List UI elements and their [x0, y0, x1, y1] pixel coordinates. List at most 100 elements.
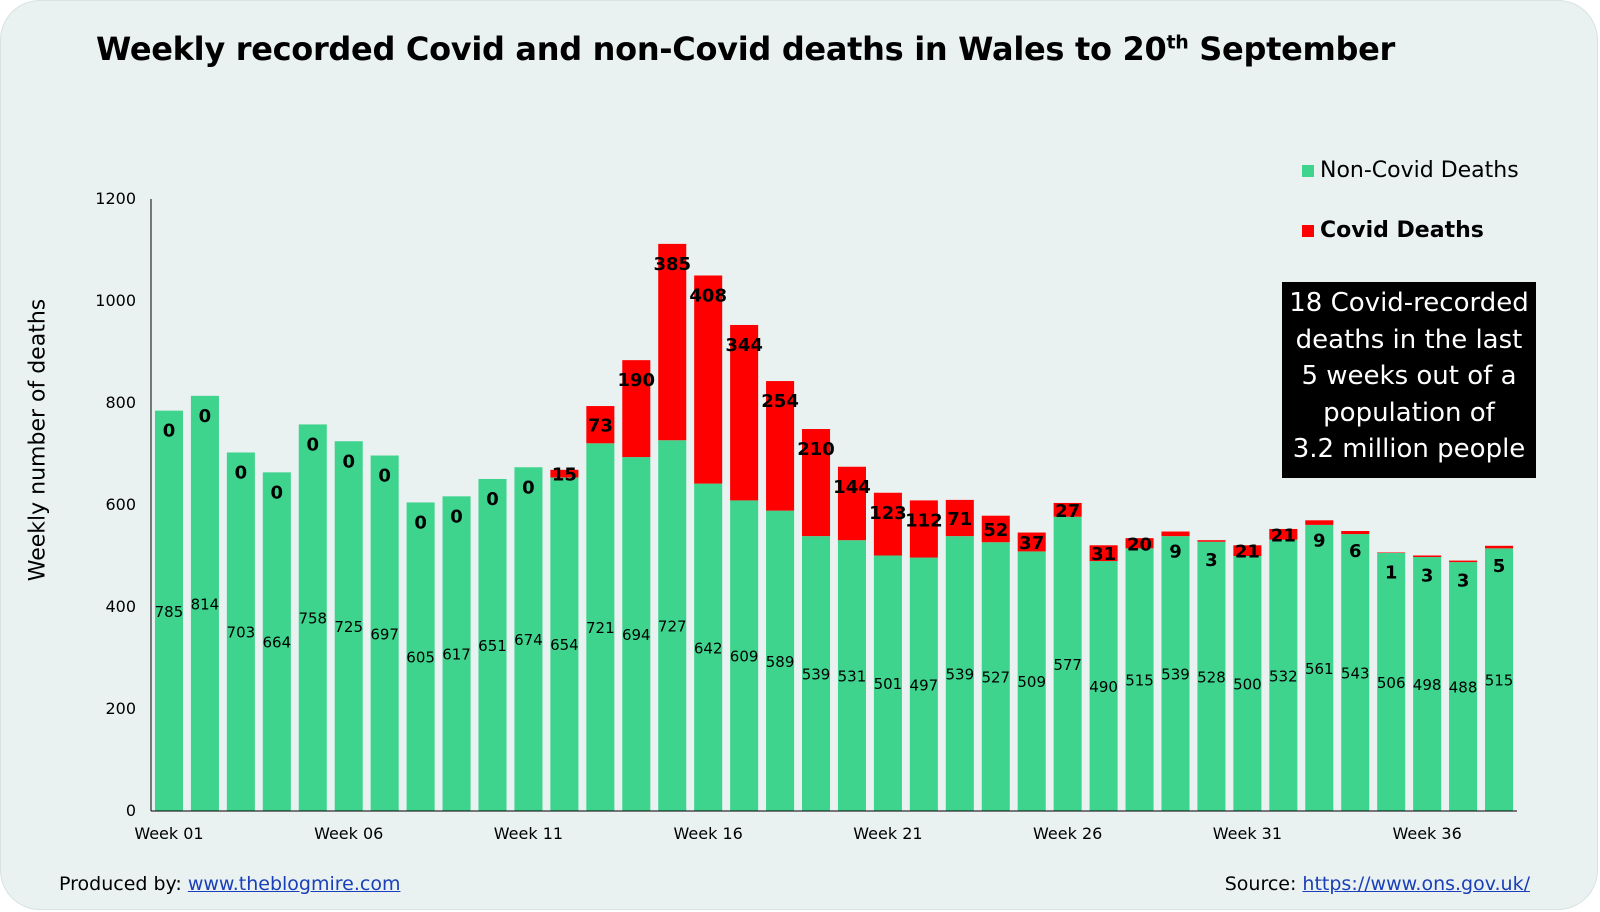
noncovid-value-label: 609	[730, 648, 759, 666]
callout-line: 5 weeks out of a	[1301, 361, 1517, 391]
covid-bar	[945, 499, 974, 537]
covid-bar	[1377, 552, 1406, 553]
noncovid-bar	[190, 395, 219, 811]
covid-bar	[1341, 531, 1370, 535]
covid-bar	[1053, 502, 1082, 517]
x-tick-label: Week 36	[1392, 824, 1461, 843]
legend-noncovid: Non-Covid Deaths	[1302, 158, 1519, 183]
covid-value-label: 3	[1205, 550, 1218, 571]
produced-prefix: Produced by:	[59, 873, 188, 895]
x-tick-label: Week 31	[1213, 824, 1282, 843]
noncovid-value-label: 501	[874, 675, 903, 693]
covid-bar	[802, 429, 831, 537]
covid-bar	[1449, 560, 1478, 563]
noncovid-bar	[1269, 539, 1298, 811]
covid-value-label: 254	[761, 391, 799, 412]
covid-value-label: 144	[833, 477, 871, 498]
noncovid-bar	[514, 467, 543, 811]
callout-line: 18 Covid-recorded	[1289, 288, 1529, 318]
noncovid-bar	[945, 536, 974, 811]
noncovid-value-label: 515	[1125, 672, 1154, 690]
noncovid-bar	[1161, 536, 1190, 811]
noncovid-bar	[298, 424, 327, 811]
noncovid-bar	[262, 472, 291, 811]
noncovid-value-label: 498	[1413, 676, 1442, 694]
noncovid-value-label: 721	[586, 619, 615, 637]
legend-covid-label: Covid Deaths	[1320, 218, 1484, 243]
title-end: September	[1188, 30, 1396, 68]
noncovid-bar	[1017, 551, 1046, 811]
covid-bar	[694, 275, 723, 484]
noncovid-value-label: 785	[155, 603, 184, 621]
noncovid-value-label: 814	[191, 595, 220, 613]
covid-value-label: 20	[1127, 534, 1152, 555]
y-tick-label: 800	[105, 393, 136, 412]
covid-value-label: 3	[1421, 565, 1434, 586]
noncovid-value-label: 490	[1089, 678, 1118, 696]
x-tick-label: Week 16	[674, 824, 743, 843]
covid-bar	[586, 406, 615, 444]
covid-bar	[1125, 538, 1154, 549]
noncovid-value-label: 674	[514, 631, 543, 649]
noncovid-bar	[694, 483, 723, 811]
noncovid-value-label: 758	[298, 610, 327, 628]
covid-bar	[1017, 532, 1046, 552]
covid-value-label: 408	[689, 286, 727, 307]
noncovid-bar	[802, 536, 831, 811]
covid-bar	[909, 500, 938, 558]
noncovid-bar	[1485, 548, 1514, 811]
covid-value-label: 31	[1091, 544, 1116, 565]
covid-bar	[873, 492, 902, 556]
noncovid-value-label: 527	[981, 669, 1010, 687]
x-tick-label: Week 21	[853, 824, 922, 843]
source-link[interactable]: https://www.ons.gov.uk/	[1302, 873, 1530, 895]
covid-value-label: 0	[486, 489, 499, 510]
noncovid-value-label: 651	[478, 637, 507, 655]
noncovid-bar	[873, 555, 902, 811]
noncovid-bar	[909, 557, 938, 811]
chart-title: Weekly recorded Covid and non-Covid deat…	[96, 30, 1395, 68]
covid-value-label: 71	[947, 509, 972, 530]
noncovid-value-label: 515	[1485, 672, 1514, 690]
noncovid-value-label: 703	[227, 624, 256, 642]
covid-value-label: 21	[1235, 542, 1260, 563]
noncovid-value-label: 506	[1377, 674, 1406, 692]
noncovid-bar	[406, 502, 435, 811]
covid-bar	[1485, 545, 1514, 549]
x-tick-label: Week 11	[494, 824, 563, 843]
noncovid-value-label: 539	[1161, 666, 1190, 684]
noncovid-bar	[1125, 548, 1154, 811]
source-prefix: Source:	[1224, 873, 1303, 895]
noncovid-bar	[837, 540, 866, 811]
covid-value-label: 5	[1493, 556, 1506, 577]
covid-value-label: 9	[1313, 530, 1326, 551]
noncovid-value-label: 539	[945, 666, 974, 684]
legend-noncovid-label: Non-Covid Deaths	[1320, 158, 1519, 183]
noncovid-value-label: 694	[622, 626, 651, 644]
noncovid-value-label: 509	[1017, 673, 1046, 691]
covid-bar	[1413, 555, 1442, 558]
callout-line: deaths in the last	[1295, 324, 1523, 355]
x-tick-label: Week 26	[1033, 824, 1102, 843]
covid-bar	[1233, 545, 1262, 556]
noncovid-bar	[981, 542, 1010, 811]
covid-value-label: 0	[271, 482, 284, 503]
covid-value-label: 73	[588, 416, 613, 437]
covid-value-label: 0	[235, 462, 248, 483]
covid-value-label: 385	[653, 254, 691, 275]
covid-bar	[766, 381, 795, 511]
y-tick-label: 200	[105, 699, 136, 718]
covid-value-label: 0	[342, 451, 355, 472]
covid-bar	[1197, 540, 1226, 542]
noncovid-bar	[442, 496, 471, 811]
covid-value-label: 0	[163, 421, 176, 442]
noncovid-value-label: 500	[1233, 676, 1262, 694]
covid-value-label: 3	[1457, 571, 1470, 592]
covid-value-label: 0	[414, 512, 427, 533]
noncovid-bar	[1305, 524, 1334, 811]
noncovid-bar	[1413, 557, 1442, 811]
noncovid-value-label: 654	[550, 636, 579, 654]
noncovid-bar	[658, 440, 687, 811]
produced-by-link[interactable]: www.theblogmire.com	[187, 873, 401, 895]
noncovid-bar	[478, 478, 507, 811]
